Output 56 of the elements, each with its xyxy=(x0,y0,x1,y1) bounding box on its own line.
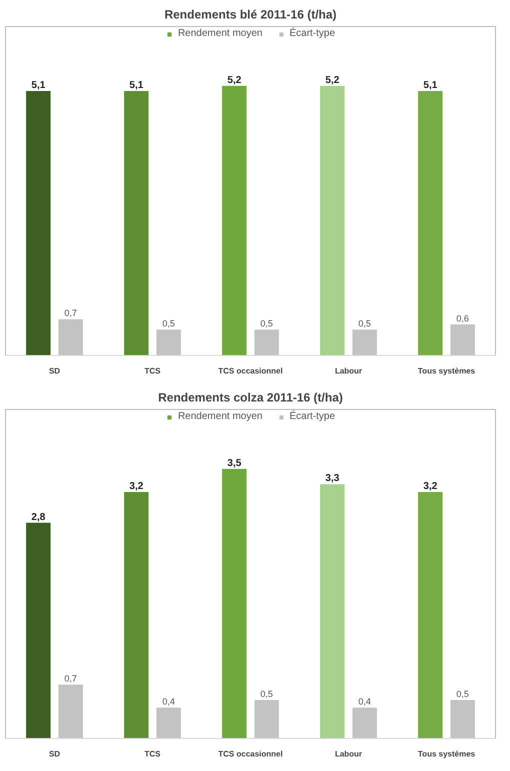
bar xyxy=(124,91,149,356)
data-label: 0,4 xyxy=(162,696,175,707)
x-tick-label: Labour xyxy=(334,750,362,758)
bar xyxy=(254,330,279,356)
x-tick-label: Tous systèmes xyxy=(418,750,476,758)
bar xyxy=(124,492,149,738)
bar xyxy=(222,468,247,738)
bar xyxy=(320,86,345,356)
bar xyxy=(254,700,279,738)
x-tick-label: SD xyxy=(48,750,60,758)
bar xyxy=(156,708,181,738)
bar xyxy=(418,91,443,356)
legend-label: Écart-type xyxy=(289,411,336,422)
data-label: 0,5 xyxy=(358,318,371,329)
x-tick-label: TCS xyxy=(144,750,162,758)
data-label: 3,2 xyxy=(423,480,438,492)
data-label: 3,2 xyxy=(129,480,144,492)
data-label: 0,7 xyxy=(64,674,77,684)
data-label: 0,5 xyxy=(260,318,273,329)
x-tick-label: TCS occasionnel xyxy=(218,750,283,758)
bar xyxy=(450,324,475,356)
x-tick-label: TCS xyxy=(144,366,162,376)
bar xyxy=(58,319,83,356)
data-label: 0,7 xyxy=(64,308,77,318)
data-label: 5,2 xyxy=(325,74,340,86)
bar xyxy=(352,330,377,356)
legend-label: Rendement moyen xyxy=(178,28,262,39)
data-label: 0,5 xyxy=(162,318,175,329)
data-label: 0,5 xyxy=(456,688,469,699)
x-tick-label: TCS occasionnel xyxy=(218,366,283,376)
bar xyxy=(352,708,377,738)
legend-label: Rendement moyen xyxy=(178,411,262,422)
bar xyxy=(418,492,443,738)
chart-title: Rendements blé 2011-16 (t/ha) xyxy=(164,8,337,22)
data-label: 2,8 xyxy=(31,512,46,523)
bar xyxy=(222,86,247,356)
data-label: 5,1 xyxy=(31,80,46,92)
bar xyxy=(26,91,51,356)
legend-label: Écart-type xyxy=(289,28,336,39)
x-tick-label: Tous systèmes xyxy=(418,366,476,376)
data-label: 5,2 xyxy=(227,74,242,86)
x-tick-label: SD xyxy=(48,366,60,376)
bar xyxy=(320,484,345,738)
chart-title: Rendements colza 2011-16 (t/ha) xyxy=(158,390,343,404)
data-label: 3,5 xyxy=(227,458,242,469)
data-label: 0,4 xyxy=(358,696,371,707)
data-label: 5,1 xyxy=(423,80,438,92)
x-tick-label: Labour xyxy=(334,366,362,376)
bar xyxy=(450,700,475,738)
data-label: 0,6 xyxy=(456,313,469,324)
data-label: 3,3 xyxy=(325,473,340,484)
bar xyxy=(156,330,181,356)
data-label: 5,1 xyxy=(129,80,144,92)
bar xyxy=(26,522,51,738)
data-label: 0,5 xyxy=(260,688,273,699)
bar xyxy=(58,684,83,738)
